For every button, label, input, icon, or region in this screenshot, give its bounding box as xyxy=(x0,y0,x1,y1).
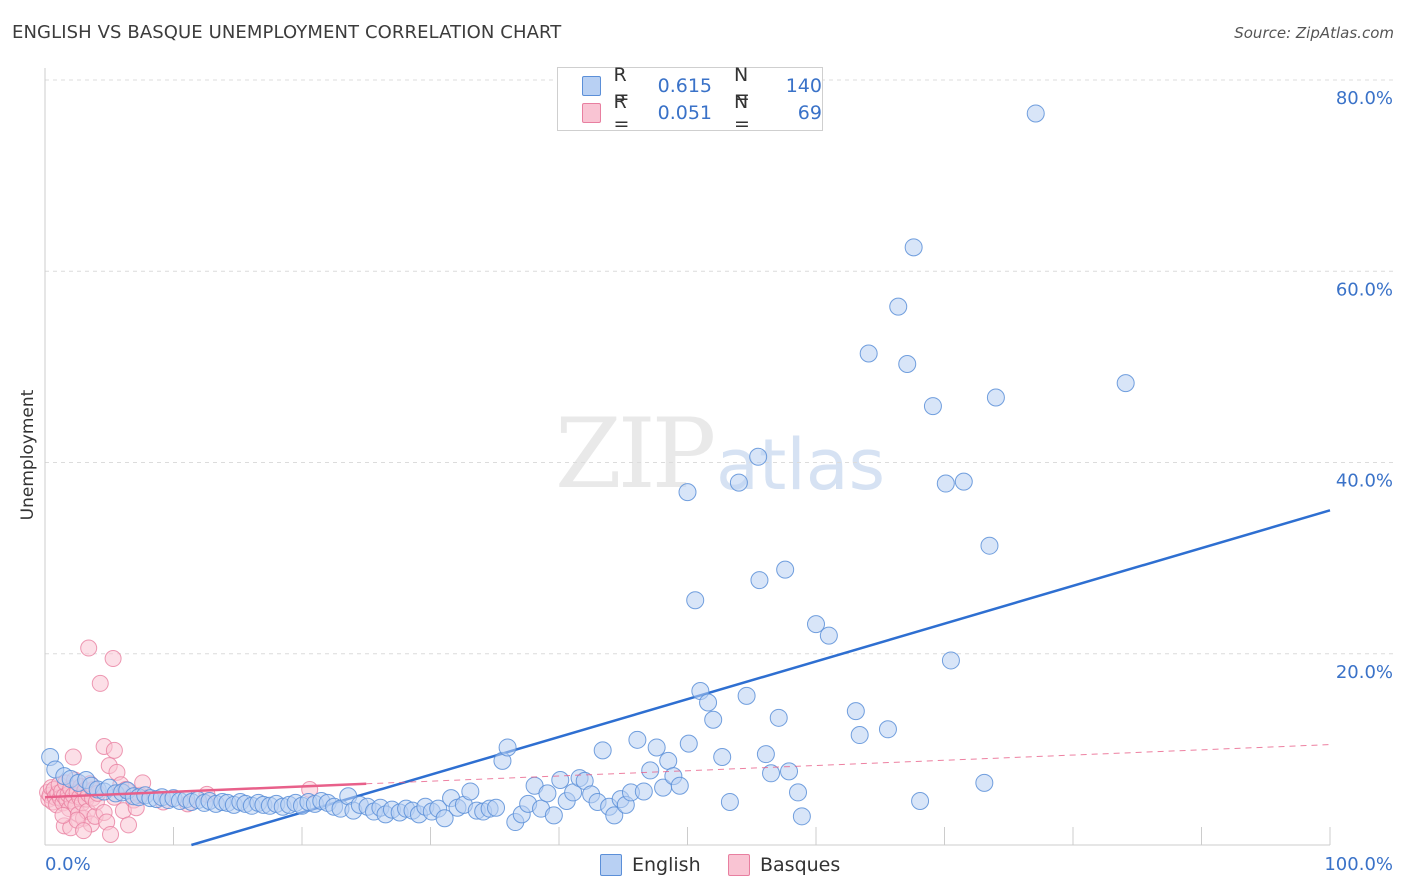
english-point xyxy=(762,764,781,783)
english-point xyxy=(704,710,723,729)
english-trendline xyxy=(191,509,1331,847)
english-point xyxy=(986,388,1005,407)
english-point xyxy=(461,782,480,801)
english-point xyxy=(720,792,739,811)
r-value: 0.615 xyxy=(657,75,713,97)
english-point xyxy=(911,792,930,811)
basques-point xyxy=(105,741,123,759)
english-point xyxy=(904,238,923,257)
y-tick-label: 60.0% xyxy=(1336,279,1393,300)
n-label: N = xyxy=(734,91,750,135)
gridlines xyxy=(45,79,1393,655)
source-label: Source: ZipAtlas.com xyxy=(1234,24,1394,42)
legend-row-basques: R = 0.051 N = 69 xyxy=(582,91,822,135)
english-point xyxy=(737,686,756,705)
english-point xyxy=(923,397,942,416)
n-label: N = xyxy=(734,64,750,108)
x-tick-label: 100.0% xyxy=(1324,854,1393,875)
basques-point xyxy=(91,674,109,692)
english-point xyxy=(756,745,775,764)
english-point xyxy=(792,807,811,826)
english-point xyxy=(789,783,808,802)
r-label: R = xyxy=(613,91,630,135)
legend-row-english: R = 0.615 N = 140 xyxy=(582,64,822,108)
legend-item-english[interactable]: English xyxy=(600,852,701,878)
english-point xyxy=(699,693,718,712)
english-point xyxy=(670,776,689,795)
stats-legend: R = 0.615 N = 140 R = 0.051 N = 69 xyxy=(557,64,823,135)
watermark-atlas: atlas xyxy=(716,424,886,506)
english-point xyxy=(889,297,908,316)
y-tick-label: 80.0% xyxy=(1336,88,1393,109)
english-point xyxy=(713,748,732,767)
english-point xyxy=(498,738,517,757)
english-point xyxy=(628,730,647,749)
english-point xyxy=(544,806,563,825)
english-trend-line xyxy=(191,509,1331,847)
english-point xyxy=(936,474,955,493)
basques-trend-line xyxy=(44,782,367,799)
english-point xyxy=(641,761,660,780)
english-point xyxy=(634,782,653,801)
english-point xyxy=(750,571,769,590)
english-points xyxy=(41,104,1135,832)
english-point xyxy=(678,483,697,502)
n-value: 69 xyxy=(797,102,822,124)
basques-point xyxy=(104,650,122,668)
english-point xyxy=(975,773,994,792)
basques-legend-icon xyxy=(728,854,750,876)
basques-legend-label: Basques xyxy=(760,854,841,876)
basques-point xyxy=(75,822,93,840)
english-point xyxy=(593,741,612,760)
english-point xyxy=(776,560,795,579)
english-point xyxy=(487,798,506,817)
english-point xyxy=(749,447,768,466)
english-legend-icon xyxy=(600,854,622,876)
english-point xyxy=(659,751,678,770)
english-point xyxy=(850,726,869,745)
english-point xyxy=(686,591,705,610)
english-point xyxy=(898,355,917,374)
english-point xyxy=(954,472,973,491)
axes xyxy=(44,68,1331,846)
english-point xyxy=(859,344,878,363)
english-point xyxy=(729,473,748,492)
english-point xyxy=(980,536,999,555)
basques-point xyxy=(80,639,98,657)
y-tick-label: 40.0% xyxy=(1336,471,1393,492)
r-value: 0.051 xyxy=(657,102,713,124)
basques-trend-extension xyxy=(366,744,1331,785)
basques-point xyxy=(64,748,82,766)
y-tick-label: 20.0% xyxy=(1336,662,1393,683)
english-point xyxy=(551,770,570,789)
english-point xyxy=(605,806,624,825)
r-label: R = xyxy=(613,64,630,108)
english-point xyxy=(647,738,666,757)
basques-swatch-icon xyxy=(582,103,602,123)
english-point xyxy=(807,615,825,634)
n-value: 140 xyxy=(785,75,822,97)
english-point xyxy=(538,784,557,803)
english-swatch-icon xyxy=(582,76,602,96)
english-point xyxy=(780,762,799,781)
english-point xyxy=(819,626,838,645)
english-point xyxy=(679,734,698,753)
chart-title: ENGLISH VS BASQUE UNEMPLOYMENT CORRELATI… xyxy=(12,22,562,43)
legend-item-basques[interactable]: Basques xyxy=(728,852,840,878)
basques-point xyxy=(120,816,138,834)
english-point xyxy=(941,651,960,670)
english-point xyxy=(435,809,454,828)
english-point xyxy=(1026,104,1045,123)
x-tick-label: 0.0% xyxy=(45,854,91,875)
english-point xyxy=(878,720,897,739)
english-point xyxy=(769,708,788,727)
basques-point xyxy=(54,806,72,824)
english-legend-label: English xyxy=(632,854,701,876)
basques-point xyxy=(102,825,120,843)
basques-trendline xyxy=(44,744,1331,799)
english-point xyxy=(846,702,865,721)
english-point xyxy=(1116,374,1135,393)
tick-labels: 20.0% 40.0% 60.0% 80.0% 0.0% 100.0% xyxy=(45,88,1393,875)
